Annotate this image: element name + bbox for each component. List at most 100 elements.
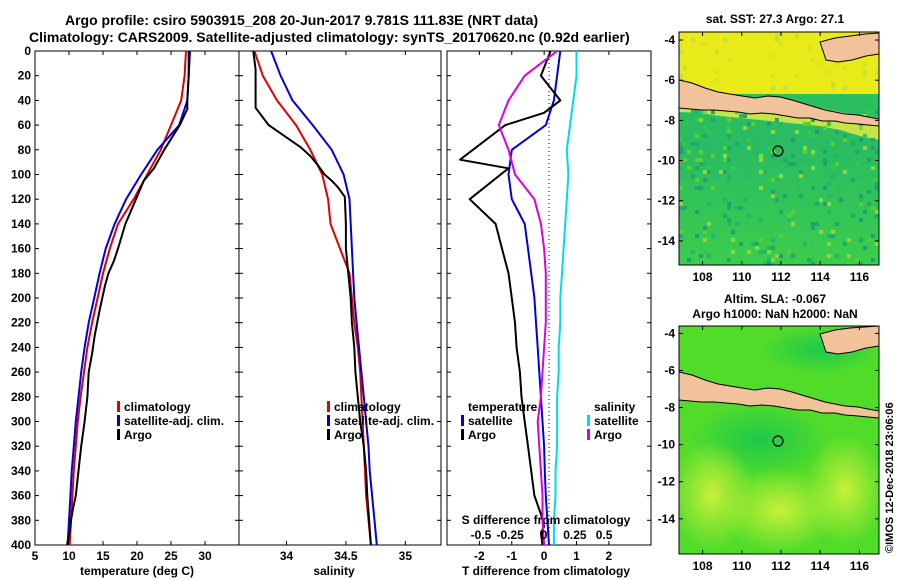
sst-pixel xyxy=(787,218,791,222)
legend-swatch-climatology xyxy=(327,401,330,412)
sst-pixel xyxy=(803,122,807,126)
depth-tick-label: 300 xyxy=(11,415,31,429)
x-tick-label: -1 xyxy=(506,549,517,563)
sst-pixel xyxy=(711,154,715,158)
sst-pixel xyxy=(827,182,831,186)
legend-swatch-satellite xyxy=(117,415,120,426)
sst-map: sat. SST: 27.3 Argo: 27.1 108 110 112 114 11… xyxy=(658,12,880,284)
sst-pixel xyxy=(747,214,751,218)
depth-tick-label: 380 xyxy=(11,513,31,527)
sst-pixel xyxy=(763,250,767,254)
legend-satellite: satellite-adj. clim. xyxy=(124,414,224,428)
sst-pixel xyxy=(871,166,875,170)
difference-top-xlabel: S difference from climatology xyxy=(462,513,631,527)
sst-pixel xyxy=(799,170,803,174)
depth-tick-label: 60 xyxy=(18,118,32,132)
sst-pixel xyxy=(679,206,683,210)
sst-pixel xyxy=(835,130,839,134)
sla-map-axes xyxy=(678,325,880,555)
s-diff-tick-label: 0.5 xyxy=(596,528,613,542)
sst-pixel xyxy=(763,262,767,265)
sst-pixel xyxy=(691,174,695,178)
sst-pixel xyxy=(723,38,727,42)
sst-pixel xyxy=(875,214,879,218)
sst-pixel xyxy=(747,250,751,254)
x-tick-label: 35 xyxy=(399,549,413,563)
sst-pixel xyxy=(707,154,711,158)
x-tick-label: 1 xyxy=(573,549,580,563)
sst-pixel xyxy=(795,130,799,134)
sst-pixel xyxy=(703,170,707,174)
sst-pixel xyxy=(875,186,879,190)
sst-pixel xyxy=(699,110,703,114)
sst-pixel xyxy=(723,158,727,162)
temperature-series xyxy=(66,51,191,545)
sst-pixel xyxy=(683,206,687,210)
sst-pixel xyxy=(683,66,687,70)
sst-pixel xyxy=(787,214,791,218)
sst-pixel xyxy=(771,86,775,90)
sla-map: Altim. SLA: -0.067 Argo h1000: NaN h2000… xyxy=(658,292,880,573)
sst-pixel xyxy=(851,142,855,146)
series-line-argo xyxy=(252,51,372,545)
sst-pixel xyxy=(831,86,835,90)
sst-pixel xyxy=(835,62,839,66)
sst-pixel xyxy=(867,110,871,114)
sst-pixel xyxy=(819,62,823,66)
x-tick-label: 15 xyxy=(96,549,110,563)
sst-pixel xyxy=(799,174,803,178)
sst-pixel xyxy=(731,238,735,242)
sst-pixel xyxy=(771,226,775,230)
sst-pixel xyxy=(715,70,719,74)
sst-pixel xyxy=(775,198,779,202)
sst-pixel xyxy=(819,210,823,214)
salinity-xlabel: salinity xyxy=(313,564,355,578)
depth-tick-label: 80 xyxy=(18,143,32,157)
lat-tick-label: -10 xyxy=(658,154,676,168)
sst-pixel xyxy=(775,34,779,38)
sst-pixel xyxy=(687,166,691,170)
sst-pixel xyxy=(859,218,863,222)
sst-pixel xyxy=(835,222,839,226)
sst-pixel xyxy=(811,246,815,250)
legend-s-satellite: satellite xyxy=(594,414,639,428)
legend-argo: Argo xyxy=(124,428,152,442)
sst-pixel xyxy=(695,118,699,122)
depth-tick-label: 220 xyxy=(11,316,31,330)
lat-tick-label: -6 xyxy=(664,73,675,87)
lat-tick-label: -8 xyxy=(664,401,675,415)
sst-pixel xyxy=(759,170,763,174)
sst-pixel xyxy=(767,146,771,150)
sst-pixel xyxy=(783,194,787,198)
sst-pixel xyxy=(775,254,779,258)
sst-pixel xyxy=(703,110,707,114)
salinity-ticks: 34 34.5 35 xyxy=(239,50,441,563)
sst-pixel xyxy=(723,226,727,230)
sla-map-field xyxy=(679,326,879,554)
legend-climatology: climatology xyxy=(334,400,401,414)
sst-pixel xyxy=(791,142,795,146)
sst-pixel xyxy=(771,74,775,78)
sst-pixel xyxy=(739,206,743,210)
sst-pixel xyxy=(727,158,731,162)
sst-pixel xyxy=(727,258,731,262)
legend-swatch-t-argo xyxy=(461,429,464,440)
sst-pixel xyxy=(827,122,831,126)
sst-pixel xyxy=(823,186,827,190)
sst-pixel xyxy=(699,158,703,162)
sst-pixel xyxy=(835,266,839,270)
sst-pixel xyxy=(699,150,703,154)
java-land xyxy=(679,371,879,419)
sst-pixel xyxy=(843,138,847,142)
sst-pixel xyxy=(791,154,795,158)
sst-pixel xyxy=(679,166,683,170)
sst-pixel xyxy=(843,134,847,138)
temperature-legend: climatology satellite-adj. clim. Argo xyxy=(117,400,224,442)
sst-pixel xyxy=(835,218,839,222)
series-line-temperature-argo xyxy=(459,51,562,545)
sst-pixel xyxy=(827,210,831,214)
sst-pixel xyxy=(695,226,699,230)
difference-salinity-ticks: -0.5 -0.25 0 0.25 0.5 xyxy=(471,528,613,542)
sst-pixel xyxy=(803,166,807,170)
